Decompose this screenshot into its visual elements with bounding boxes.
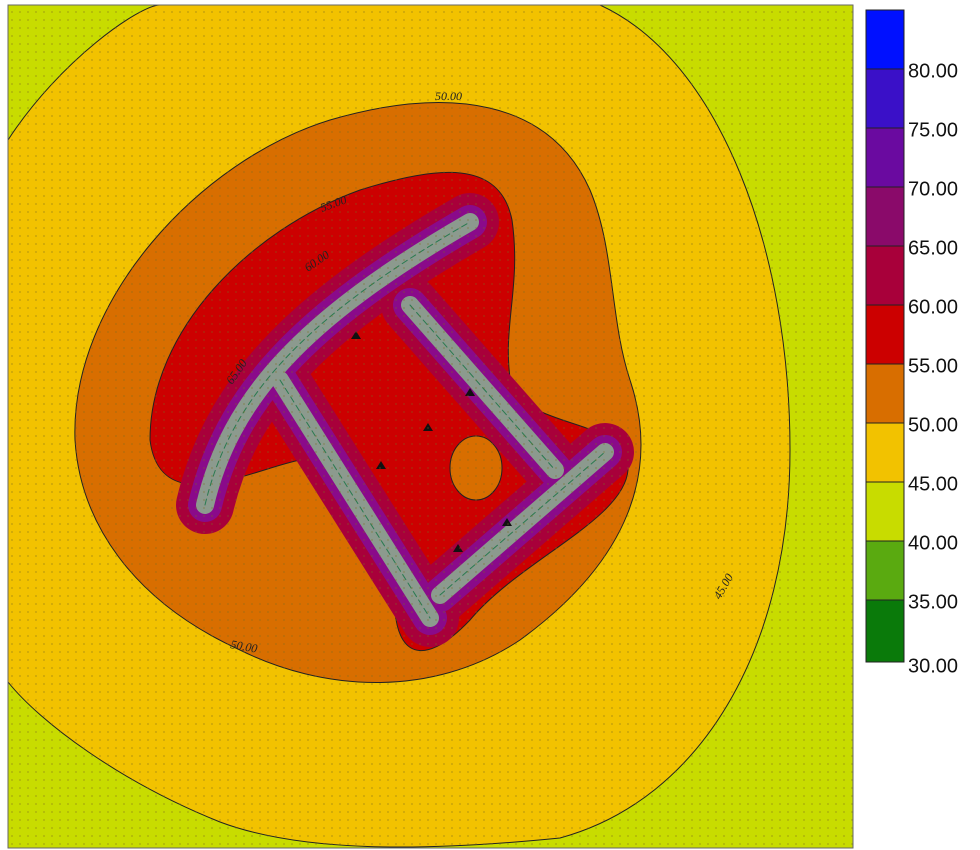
legend-label: 60.00 — [908, 296, 958, 318]
legend-labels: 80.00 75.00 70.00 65.00 60.00 55.00 50.00 45.00… — [908, 60, 958, 677]
contour-label: 50.00 — [229, 637, 258, 655]
legend-label: 35.00 — [908, 591, 958, 613]
legend-label: 55.00 — [908, 355, 958, 377]
legend-label: 50.00 — [908, 414, 958, 436]
legend-label: 80.00 — [908, 60, 958, 82]
noise-map: 50.00 55.00 60.00 65.00 45.00 50.00 — [8, 5, 853, 848]
map-frame — [7, 4, 854, 849]
legend-label: 40.00 — [908, 532, 958, 554]
legend — [865, 9, 905, 663]
legend-label: 30.00 — [908, 655, 958, 677]
contour-label: 50.00 — [435, 89, 462, 103]
legend-label: 65.00 — [908, 237, 958, 259]
legend-label: 70.00 — [908, 178, 958, 200]
legend-label: 45.00 — [908, 473, 958, 495]
legend-label: 75.00 — [908, 119, 958, 141]
